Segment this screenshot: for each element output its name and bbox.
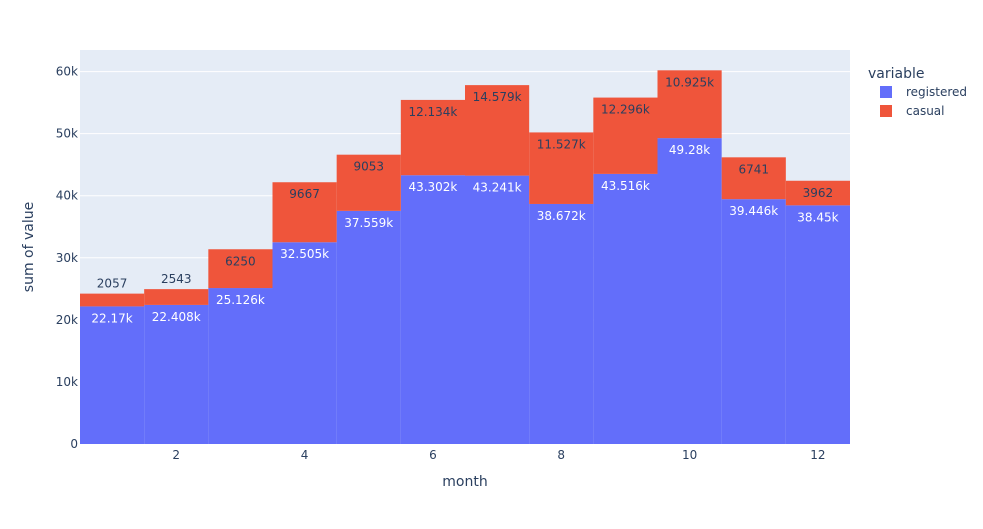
bar-label-casual: 11.527k bbox=[537, 137, 586, 151]
bar-casual bbox=[657, 70, 722, 139]
y-tick-label: 30k bbox=[56, 251, 78, 265]
bar-label-casual: 6250 bbox=[225, 254, 256, 268]
y-tick-label: 60k bbox=[56, 65, 78, 79]
bar-casual bbox=[80, 293, 145, 307]
bar-label-casual: 9053 bbox=[353, 160, 384, 174]
bar-casual bbox=[593, 97, 658, 174]
legend-items: registered casual bbox=[880, 85, 967, 118]
bar-registered bbox=[657, 138, 722, 444]
bar-casual bbox=[144, 289, 209, 305]
legend-swatch bbox=[880, 86, 892, 98]
bar-casual bbox=[208, 249, 273, 289]
y-tick-label: 40k bbox=[56, 189, 78, 203]
y-tick-label: 50k bbox=[56, 127, 78, 141]
bar-label-casual: 12.296k bbox=[601, 103, 650, 117]
bar-label-registered: 22.17k bbox=[91, 311, 132, 325]
legend-swatch bbox=[880, 105, 892, 117]
legend-title: variable bbox=[868, 66, 924, 82]
x-axis-title: month bbox=[442, 474, 487, 490]
bar-label-registered: 49.28k bbox=[669, 143, 710, 157]
bar-label-casual: 14.579k bbox=[473, 90, 522, 104]
bar-registered bbox=[465, 175, 530, 444]
bar-registered bbox=[400, 175, 465, 444]
legend-item-casual[interactable]: casual bbox=[880, 104, 945, 118]
bar-casual bbox=[529, 132, 594, 204]
bar-value-labels: 22.17k 22.408k 25.126k 32.505k 37.559k 43.302… bbox=[91, 75, 838, 325]
x-tick-label: 12 bbox=[810, 448, 825, 462]
x-tick-label: 10 bbox=[682, 448, 697, 462]
y-axis-ticks: 0 10k 20k 30k 40k 50k 60k bbox=[56, 65, 78, 451]
legend: variable registered casual bbox=[868, 66, 967, 118]
bar-casual bbox=[721, 157, 786, 200]
bar-label-casual: 10.925k bbox=[665, 75, 714, 89]
bar-registered bbox=[721, 199, 786, 444]
x-tick-label: 6 bbox=[429, 448, 437, 462]
x-tick-label: 2 bbox=[172, 448, 180, 462]
bar-label-registered: 43.241k bbox=[473, 181, 522, 195]
bar-label-registered: 43.302k bbox=[408, 180, 457, 194]
bar-casual bbox=[336, 154, 401, 211]
bar-label-casual: 3962 bbox=[803, 186, 834, 200]
bar-casual bbox=[272, 182, 337, 243]
y-tick-label: 10k bbox=[56, 375, 78, 389]
bar-casual bbox=[400, 99, 465, 176]
legend-item-registered[interactable]: registered bbox=[880, 85, 967, 99]
bar-registered bbox=[80, 306, 145, 444]
bar-label-casual: 2057 bbox=[97, 277, 128, 291]
bar-label-registered: 22.408k bbox=[152, 310, 201, 324]
bar-label-casual: 2543 bbox=[161, 272, 192, 286]
bar-label-casual: 12.134k bbox=[408, 105, 457, 119]
bars bbox=[80, 70, 850, 444]
bar-registered bbox=[529, 203, 594, 444]
bar-registered bbox=[785, 205, 850, 444]
bar-label-casual: 9667 bbox=[289, 187, 320, 201]
bar-label-registered: 39.446k bbox=[729, 204, 778, 218]
bar-registered bbox=[272, 242, 337, 444]
bar-label-registered: 38.672k bbox=[537, 209, 586, 223]
legend-label: registered bbox=[906, 85, 967, 99]
bar-label-registered: 32.505k bbox=[280, 247, 329, 261]
bar-label-casual: 6741 bbox=[738, 162, 769, 176]
legend-label: casual bbox=[906, 104, 945, 118]
bar-casual bbox=[465, 85, 530, 176]
y-tick-label: 20k bbox=[56, 313, 78, 327]
bar-registered bbox=[144, 304, 209, 444]
bar-registered bbox=[208, 288, 273, 444]
bar-label-registered: 25.126k bbox=[216, 293, 265, 307]
x-tick-label: 4 bbox=[301, 448, 309, 462]
y-tick-label: 0 bbox=[70, 437, 78, 451]
x-tick-label: 8 bbox=[557, 448, 565, 462]
bar-label-registered: 43.516k bbox=[601, 179, 650, 193]
bar-registered bbox=[593, 173, 658, 444]
bar-casual bbox=[785, 180, 850, 206]
x-axis-ticks: 2 4 6 8 10 12 bbox=[172, 448, 825, 462]
bar-label-registered: 37.559k bbox=[344, 216, 393, 230]
bar-registered bbox=[336, 210, 401, 444]
y-axis-title: sum of value bbox=[21, 202, 37, 292]
bar-label-registered: 38.45k bbox=[797, 210, 838, 224]
